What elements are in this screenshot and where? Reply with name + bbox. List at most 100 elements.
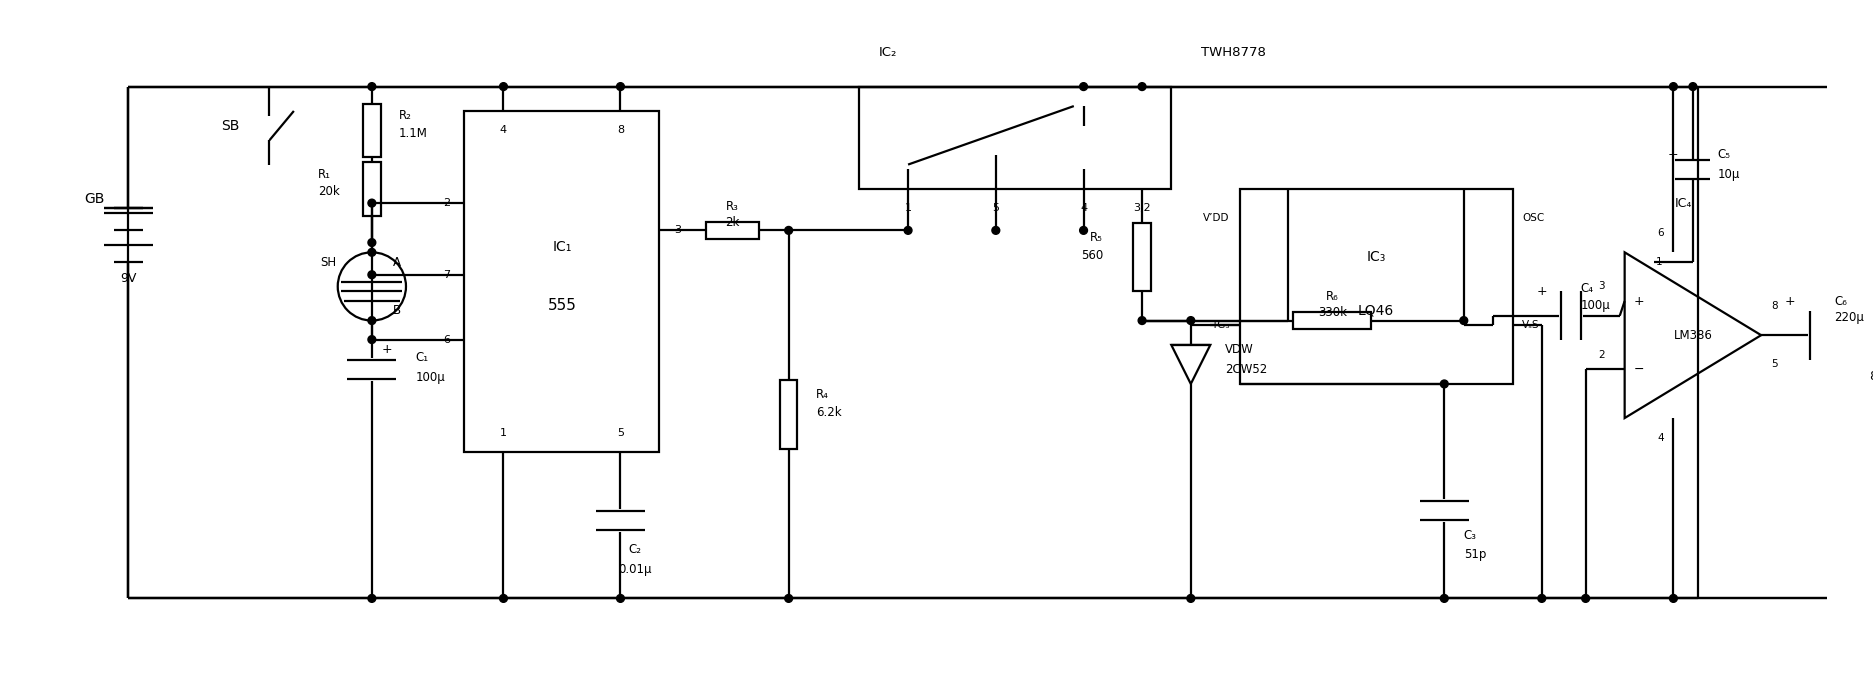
Text: 8: 8 — [616, 125, 624, 136]
Text: 4: 4 — [500, 125, 508, 136]
Text: 7: 7 — [442, 270, 450, 279]
Circle shape — [1079, 227, 1088, 234]
Text: 1.1M: 1.1M — [399, 127, 429, 140]
Text: 6: 6 — [442, 334, 450, 345]
Circle shape — [367, 238, 376, 247]
Circle shape — [1864, 595, 1873, 602]
Text: B: B — [393, 304, 401, 317]
Text: SH: SH — [320, 256, 335, 269]
Text: 5: 5 — [1770, 360, 1777, 369]
Circle shape — [1689, 83, 1697, 90]
Text: C₃: C₃ — [1465, 529, 1476, 542]
Text: 5: 5 — [993, 203, 1000, 214]
Text: 3: 3 — [674, 225, 682, 236]
Text: 51p: 51p — [1465, 548, 1485, 561]
Text: IC₂: IC₂ — [878, 46, 897, 59]
Bar — [779, 380, 798, 449]
Text: C₅: C₅ — [1718, 149, 1731, 162]
Text: 20k: 20k — [318, 186, 341, 199]
Text: +: + — [1669, 149, 1678, 162]
Circle shape — [367, 83, 376, 90]
Text: TG₃: TG₃ — [1212, 321, 1231, 330]
Text: 1: 1 — [500, 427, 508, 438]
Text: C₁: C₁ — [416, 351, 429, 364]
Circle shape — [500, 595, 508, 602]
Text: 1: 1 — [1656, 257, 1661, 267]
Bar — [860, 86, 1171, 189]
Text: 1: 1 — [905, 203, 912, 214]
Circle shape — [367, 249, 376, 256]
Circle shape — [993, 227, 1000, 234]
Text: 5: 5 — [616, 427, 624, 438]
Circle shape — [1669, 83, 1678, 90]
Text: −: − — [1633, 363, 1644, 376]
Text: LM386: LM386 — [1673, 329, 1712, 342]
Circle shape — [1459, 316, 1468, 325]
Bar — [1133, 223, 1150, 291]
Circle shape — [367, 199, 376, 207]
Text: 100μ: 100μ — [1581, 299, 1611, 312]
Text: 4: 4 — [1658, 432, 1663, 443]
Circle shape — [1139, 83, 1146, 90]
Text: 3,2: 3,2 — [1133, 203, 1150, 214]
Circle shape — [1079, 83, 1088, 90]
Text: SB: SB — [221, 119, 240, 133]
Bar — [1292, 312, 1371, 329]
Text: 9V: 9V — [120, 272, 137, 285]
Text: 555: 555 — [547, 299, 577, 314]
Text: R₄: R₄ — [817, 388, 830, 401]
Text: 2: 2 — [1598, 349, 1605, 360]
Text: 8: 8 — [1770, 301, 1777, 311]
Text: 3: 3 — [1598, 282, 1605, 291]
Text: R₃: R₃ — [727, 199, 740, 212]
Text: R₅: R₅ — [1090, 232, 1103, 244]
Circle shape — [905, 227, 912, 234]
Circle shape — [1187, 595, 1195, 602]
Circle shape — [1187, 316, 1195, 325]
Text: VDW: VDW — [1225, 343, 1253, 356]
Bar — [1869, 313, 1873, 357]
Circle shape — [1139, 316, 1146, 325]
Text: A: A — [393, 256, 401, 269]
Circle shape — [367, 595, 376, 602]
Circle shape — [1440, 380, 1448, 388]
Text: C₂: C₂ — [629, 543, 642, 556]
Bar — [1240, 189, 1513, 384]
Bar — [363, 103, 380, 158]
Circle shape — [785, 227, 792, 234]
Bar — [465, 111, 659, 452]
Text: OSC: OSC — [1523, 213, 1545, 223]
Text: IC₁: IC₁ — [553, 240, 571, 254]
Circle shape — [367, 336, 376, 343]
Text: LQ46: LQ46 — [1358, 304, 1394, 318]
Circle shape — [367, 271, 376, 279]
Circle shape — [367, 316, 376, 325]
Circle shape — [1583, 595, 1590, 602]
Bar — [706, 222, 759, 239]
Text: IC₄: IC₄ — [1674, 197, 1691, 210]
Text: 220μ: 220μ — [1834, 311, 1864, 324]
Text: C₆: C₆ — [1834, 295, 1847, 308]
Text: 330k: 330k — [1319, 306, 1347, 319]
Text: 100μ: 100μ — [416, 371, 446, 384]
Text: TWH8778: TWH8778 — [1201, 46, 1266, 59]
Circle shape — [1538, 595, 1545, 602]
Text: +: + — [1536, 285, 1547, 298]
Text: 2k: 2k — [725, 216, 740, 229]
Circle shape — [500, 83, 508, 90]
Text: R₂: R₂ — [399, 110, 412, 123]
Bar — [363, 162, 380, 216]
Text: 0.01μ: 0.01μ — [618, 562, 652, 575]
Text: 4: 4 — [1081, 203, 1086, 214]
Text: +: + — [1633, 295, 1644, 308]
Text: 8Ω: 8Ω — [1869, 370, 1873, 383]
Text: +: + — [1785, 295, 1796, 308]
Text: 560: 560 — [1081, 249, 1103, 262]
Text: GB: GB — [84, 192, 105, 206]
Text: 10μ: 10μ — [1718, 168, 1740, 181]
Circle shape — [785, 595, 792, 602]
Text: 6.2k: 6.2k — [817, 406, 841, 419]
Text: V’DD: V’DD — [1202, 213, 1231, 223]
Text: C₄: C₄ — [1581, 282, 1594, 295]
Circle shape — [616, 83, 624, 90]
